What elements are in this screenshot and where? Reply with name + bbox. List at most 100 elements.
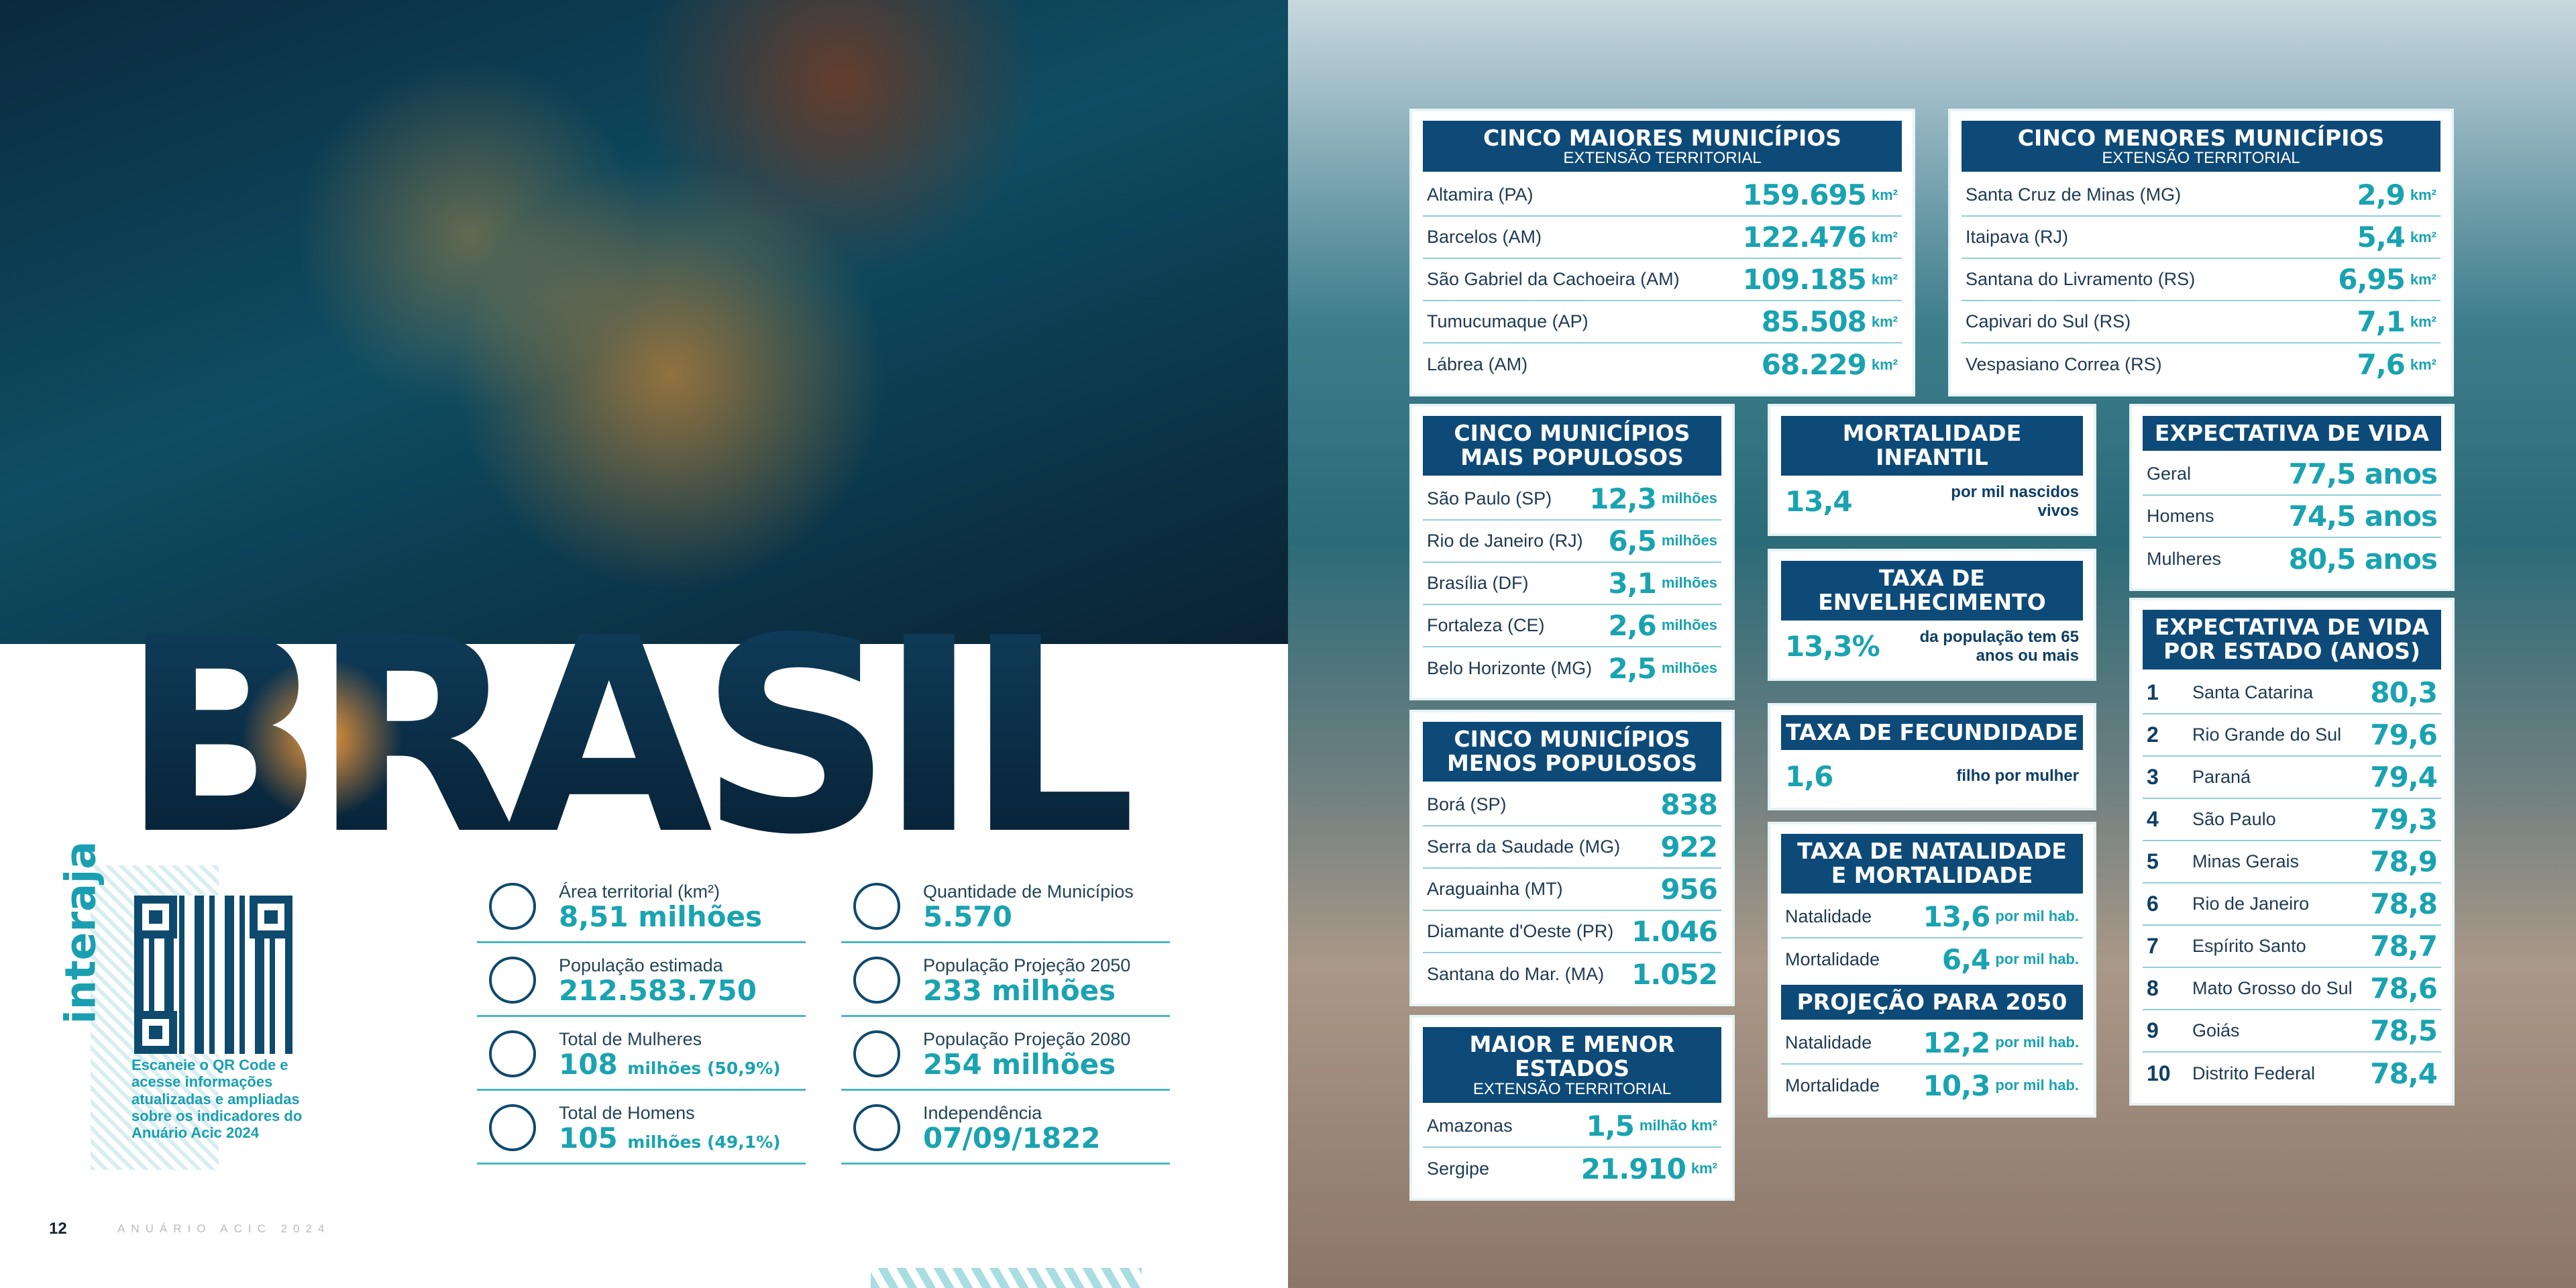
row-value: 79,3 bbox=[2370, 802, 2438, 836]
panel-block: EXPECTATIVA DE VIDA Geral 77,5 anos Homens 7… bbox=[2143, 416, 2441, 580]
stat: Área territorial (km²) 8,51 milhões bbox=[477, 871, 806, 943]
stat-number: 5.570 bbox=[923, 900, 1012, 933]
row-value: 159.695 bbox=[1742, 178, 1867, 212]
panel-row: Natalidade 13,6 por mil hab. bbox=[1781, 896, 2083, 938]
panel-title: INFANTIL bbox=[1876, 444, 1988, 471]
row-label: Belo Horizonte (MG) bbox=[1427, 657, 1593, 678]
row-label: Fortaleza (CE) bbox=[1427, 614, 1545, 635]
row-label: São Paulo (SP) bbox=[1427, 488, 1552, 508]
row-label: Mato Grosso do Sul bbox=[2192, 977, 2353, 998]
row-unit: por mil nascidos vivos bbox=[1951, 482, 2079, 520]
panel-title: CINCO MUNICÍPIOS bbox=[1454, 726, 1690, 752]
panel-row: São Paulo (SP) 12,3 milhões bbox=[1423, 478, 1721, 521]
panel-block: TAXA DE ENVELHECIMENTO 13,3% da população t… bbox=[1781, 561, 2083, 670]
row-unit: por mil hab. bbox=[1995, 908, 2079, 925]
panel-block: TAXA DE NATALIDADE E MORTALIDADE Natalidad… bbox=[1781, 834, 2083, 981]
rank: 7 bbox=[2147, 933, 2159, 958]
panel-row: Mortalidade 6,4 por mil hab. bbox=[1781, 938, 2083, 981]
row-value: 78,7 bbox=[2370, 929, 2438, 963]
row-value: 85.508 bbox=[1761, 305, 1867, 339]
panel-row: 13,4 por mil nascidos vivos bbox=[1781, 478, 2083, 525]
row-value: 838 bbox=[1660, 788, 1718, 821]
panel-row: São Gabriel da Cachoeira (AM) 109.185 km² bbox=[1423, 259, 1902, 302]
stat-icon bbox=[853, 957, 900, 1004]
stat-number: 108 bbox=[559, 1048, 618, 1081]
panel-title: E MORTALIDADE bbox=[1831, 862, 2033, 889]
panel-header: PROJEÇÃO PARA 2050 bbox=[1781, 984, 2083, 1020]
panel-header: TAXA DE NATALIDADE E MORTALIDADE bbox=[1781, 834, 2083, 894]
row-unit: milhões bbox=[1661, 532, 1717, 549]
panel-row: Capivari do Sul (RS) 7,1 km² bbox=[1962, 301, 2440, 344]
row-value: 78,4 bbox=[2370, 1057, 2438, 1090]
qr-finder bbox=[134, 896, 177, 938]
row-unit: km² bbox=[1871, 270, 1898, 288]
panel-row: Santana do Livramento (RS) 6,95 km² bbox=[1962, 259, 2440, 302]
row-value: 12,3 bbox=[1589, 482, 1657, 515]
row-value: 122.476 bbox=[1742, 221, 1867, 254]
panel-row: 1,6 filho por mulher bbox=[1781, 753, 2083, 800]
stat: População estimada 212.583.750 bbox=[477, 945, 806, 1017]
stat: Independência 07/09/1822 bbox=[841, 1092, 1170, 1165]
info-panel: CINCO MENORES MUNICÍPIOS EXTENSÃO TERRITO… bbox=[1948, 109, 2454, 397]
row-label: Capivari do Sul (RS) bbox=[1966, 311, 2131, 332]
row-value: 7,1 bbox=[2357, 305, 2405, 339]
row-value: 13,3% bbox=[1785, 630, 1880, 663]
panel-subtitle: EXTENSÃO TERRITORIAL bbox=[1472, 1079, 1672, 1098]
qr-finder bbox=[134, 1011, 177, 1054]
panel-row: 8 Mato Grosso do Sul 78,6 bbox=[2143, 968, 2441, 1010]
row-value: 12,2 bbox=[1923, 1026, 1991, 1059]
row-unit: milhões bbox=[1661, 490, 1717, 507]
stat-unit: milhões (50,9%) bbox=[627, 1059, 781, 1078]
interaja-label: interaja bbox=[56, 841, 105, 1024]
stat-icon bbox=[489, 883, 536, 930]
panel-title: CINCO MENORES MUNICÍPIOS bbox=[2017, 125, 2385, 151]
panel-block: EXPECTATIVA DE VIDA POR ESTADO (ANOS) 1 San… bbox=[2143, 610, 2441, 1095]
panel-title: ENVELHECIMENTO bbox=[1818, 589, 2046, 616]
row-value: 2,6 bbox=[1608, 608, 1656, 642]
panel-block: PROJEÇÃO PARA 2050 Natalidade 12,2 por mil … bbox=[1781, 984, 2083, 1107]
row-value: 74,5 anos bbox=[2288, 500, 2438, 533]
row-value: 109.185 bbox=[1742, 263, 1867, 297]
row-label: Minas Gerais bbox=[2192, 851, 2300, 871]
info-panel: TAXA DE NATALIDADE E MORTALIDADE Natalidad… bbox=[1768, 822, 2096, 1118]
stat-icon bbox=[853, 1104, 900, 1151]
panel-header: CINCO MENORES MUNICÍPIOS EXTENSÃO TERRITO… bbox=[1962, 121, 2440, 172]
row-value: 6,95 bbox=[2338, 263, 2406, 297]
row-value: 78,8 bbox=[2370, 887, 2438, 920]
info-panel: MORTALIDADE INFANTIL 13,4 por mil nascidos … bbox=[1768, 404, 2096, 536]
stat-value: 108 milhões (50,9%) bbox=[559, 1048, 781, 1081]
stat-number: 07/09/1822 bbox=[923, 1122, 1101, 1155]
row-label: Santana do Mar. (MA) bbox=[1427, 963, 1605, 984]
panel-title: MAIOR E MENOR ESTADOS bbox=[1469, 1031, 1675, 1082]
qr-code[interactable] bbox=[134, 896, 292, 1054]
row-value: 78,5 bbox=[2370, 1014, 2438, 1047]
panel-header: MAIOR E MENOR ESTADOS EXTENSÃO TERRITORIA… bbox=[1423, 1027, 1721, 1103]
row-label: Mulheres bbox=[2147, 549, 2222, 570]
panel-row: Belo Horizonte (MG) 2,5 milhões bbox=[1423, 647, 1721, 690]
page-number: 12 bbox=[49, 1220, 67, 1238]
row-value: 2,9 bbox=[2357, 178, 2405, 212]
info-panel: TAXA DE FECUNDIDADE 1,6 filho por mulher bbox=[1768, 703, 2096, 811]
row-unit: km² bbox=[2410, 313, 2436, 330]
stat-value: 233 milhões bbox=[923, 974, 1116, 1007]
stat-value: 105 milhões (49,1%) bbox=[559, 1122, 781, 1155]
panel-title: EXPECTATIVA DE VIDA bbox=[2154, 420, 2430, 446]
rank: 8 bbox=[2147, 975, 2159, 1000]
qr-finder bbox=[250, 896, 292, 938]
row-value: 80,5 anos bbox=[2288, 543, 2438, 576]
stat-label: Total de Mulheres bbox=[559, 1029, 702, 1049]
row-unit: filho por mulher bbox=[1956, 767, 2079, 786]
stripes bbox=[871, 1268, 1142, 1288]
row-label: Distrito Federal bbox=[2192, 1063, 2316, 1083]
stat: População Projeção 2080 254 milhões bbox=[841, 1018, 1170, 1091]
stat-label: Área territorial (km²) bbox=[559, 881, 720, 902]
stat: Total de Homens 105 milhões (49,1%) bbox=[477, 1092, 806, 1165]
stat: Quantidade de Municípios 5.570 bbox=[841, 871, 1170, 943]
rank: 9 bbox=[2147, 1018, 2159, 1042]
panel-row: Santa Cruz de Minas (MG) 2,9 km² bbox=[1962, 174, 2440, 217]
info-panel: EXPECTATIVA DE VIDA Geral 77,5 anos Homens 7… bbox=[2129, 404, 2455, 592]
panel-title: EXPECTATIVA DE VIDA bbox=[2154, 614, 2430, 640]
row-label: Altamira (PA) bbox=[1427, 184, 1534, 205]
row-value: 79,6 bbox=[2370, 718, 2438, 751]
stat-value: 254 milhões bbox=[923, 1048, 1116, 1081]
